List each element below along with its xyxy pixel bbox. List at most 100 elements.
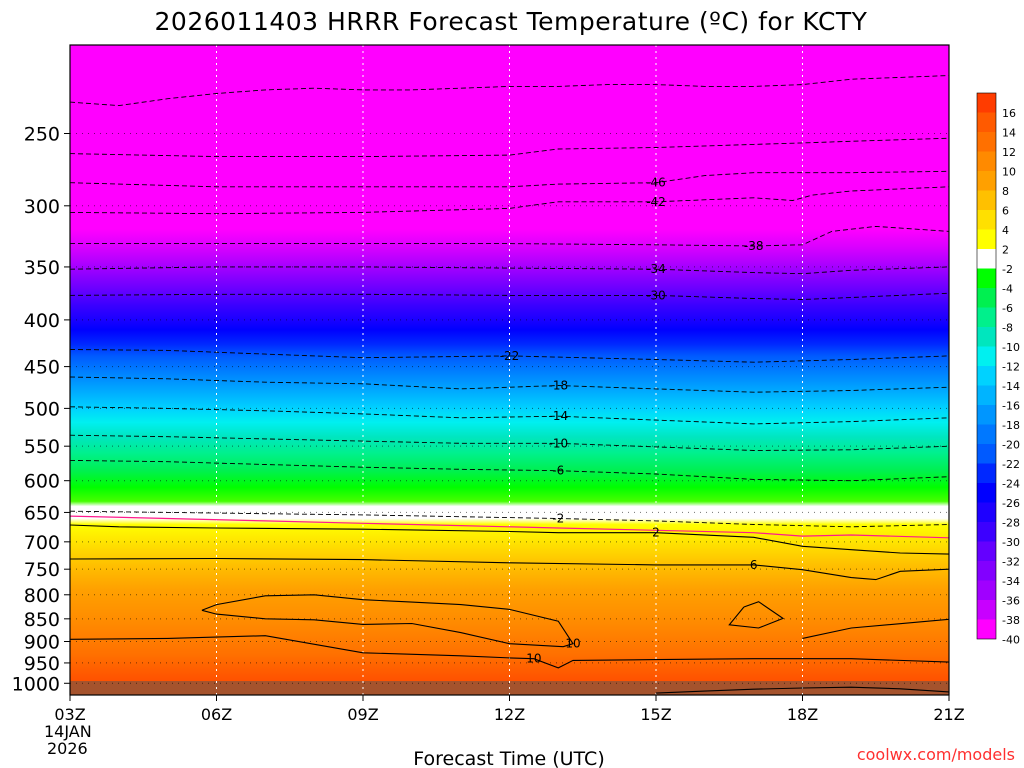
isotherm-label: 2 <box>652 526 660 540</box>
colorbar-label: -10 <box>1002 341 1020 354</box>
y-tick-label: 700 <box>24 532 60 554</box>
colorbar-label: -4 <box>1002 283 1013 296</box>
isotherm-line <box>70 635 949 669</box>
colorbar-swatch <box>977 151 996 171</box>
x-axis: 03Z 06Z 09Z 12Z 15Z 18Z 21Z <box>54 695 965 724</box>
date-label-day: 14JAN <box>44 722 92 741</box>
isotherm-line <box>201 594 574 648</box>
colorbar-swatch <box>977 444 996 464</box>
x-tick-label: 18Z <box>787 705 818 724</box>
x-tick-label: 06Z <box>201 705 232 724</box>
x-axis-label: Forecast Time (UTC) <box>413 748 604 768</box>
y-tick-label: 450 <box>24 357 60 379</box>
colorbar-swatch <box>977 463 996 483</box>
colorbar-label: -24 <box>1002 478 1020 491</box>
colorbar-label: -18 <box>1002 419 1020 432</box>
colorbar-swatch <box>977 112 996 132</box>
colorbar-label: 14 <box>1002 127 1016 140</box>
colorbar-swatch <box>977 600 996 620</box>
colorbar-label: -30 <box>1002 536 1020 549</box>
y-tick-label: 500 <box>24 398 60 420</box>
colorbar-swatch <box>977 385 996 405</box>
colorbar-label: -14 <box>1002 380 1020 393</box>
isotherm-line <box>70 510 949 528</box>
isotherm-line <box>70 557 949 581</box>
colorbar-label: -28 <box>1002 517 1020 530</box>
isotherm-line <box>728 601 785 629</box>
isotherm-line <box>655 686 949 694</box>
y-axis: 2503003504004505005506006507007508008509… <box>12 123 70 695</box>
y-tick-label: 900 <box>24 631 60 653</box>
colorbar-label: 16 <box>1002 107 1016 120</box>
colorbar-label: -20 <box>1002 439 1020 452</box>
colorbar-label: 10 <box>1002 166 1016 179</box>
colorbar-label: -38 <box>1002 614 1020 627</box>
colorbar-swatch <box>977 307 996 327</box>
colorbar-swatch <box>977 522 996 542</box>
colorbar-swatch <box>977 93 996 113</box>
colorbar-swatch <box>977 502 996 522</box>
colorbar-label: -22 <box>1002 458 1020 471</box>
y-tick-label: 650 <box>24 502 60 524</box>
isotherm-label: -34 <box>646 262 666 276</box>
colorbar-label: -40 <box>1002 634 1020 647</box>
isotherm-label: -38 <box>744 239 764 253</box>
y-tick-label: 300 <box>24 196 60 218</box>
x-tick-label: 21Z <box>933 705 964 724</box>
credit-text: coolwx.com/models <box>857 745 1015 764</box>
colorbar-label: 2 <box>1002 244 1009 257</box>
isotherm-label: -10 <box>549 436 569 450</box>
colorbar-swatch <box>977 210 996 230</box>
colorbar-swatch <box>977 190 996 210</box>
isotherm-label: -42 <box>646 195 666 209</box>
x-tick-label: 12Z <box>494 705 525 724</box>
colorbar: 16 14 12 10 8 6 4 2 -2 -4 -6 -8 -10 -12 -14 -16 -18 -20 -2… <box>976 92 1020 647</box>
isotherm-label: -14 <box>549 409 569 423</box>
isotherm-line <box>70 524 949 555</box>
x-tick-label: 09Z <box>347 705 378 724</box>
y-tick-label: 250 <box>24 123 60 145</box>
isotherm-line <box>70 459 949 482</box>
colorbar-label: -26 <box>1002 497 1020 510</box>
colorbar-swatch <box>977 366 996 386</box>
date-label-year: 2026 <box>47 739 88 758</box>
isotherm-line <box>70 225 949 247</box>
colorbar-label: 12 <box>1002 146 1016 159</box>
colorbar-swatch <box>977 288 996 308</box>
y-tick-label: 400 <box>24 310 60 332</box>
colorbar-swatch <box>977 405 996 425</box>
isotherm-line <box>70 137 949 158</box>
y-tick-label: 800 <box>24 585 60 607</box>
isotherm-line <box>70 515 949 539</box>
y-tick-label: 750 <box>24 559 60 581</box>
colorbar-label: -36 <box>1002 595 1020 608</box>
colorbar-swatch <box>977 249 996 269</box>
isotherm-label: -46 <box>646 176 666 190</box>
isotherm-line <box>70 75 949 107</box>
isotherm-label: -22 <box>500 349 520 363</box>
isotherm-line <box>70 376 949 393</box>
colorbar-label: -2 <box>1002 263 1013 276</box>
isotherm-line <box>70 434 949 451</box>
colorbar-frame <box>976 92 997 640</box>
colorbar-label: -8 <box>1002 322 1013 335</box>
x-tick-label: 03Z <box>54 705 85 724</box>
colorbar-label: 6 <box>1002 205 1009 218</box>
colorbar-label: 8 <box>1002 185 1009 198</box>
colorbar-swatch <box>977 483 996 503</box>
isotherm-label: -6 <box>552 464 564 478</box>
colorbar-label: -6 <box>1002 302 1013 315</box>
colorbar-swatch <box>977 580 996 600</box>
colorbar-swatch <box>977 619 996 639</box>
isotherm-label: -30 <box>646 288 666 302</box>
colorbar-swatch <box>977 268 996 288</box>
colorbar-swatch <box>977 346 996 366</box>
colorbar-swatch <box>977 561 996 581</box>
isotherm-label: 6 <box>750 558 758 572</box>
y-tick-label: 350 <box>24 257 60 279</box>
colorbar-swatch <box>977 171 996 191</box>
colorbar-swatch <box>977 327 996 347</box>
colorbar-label: -32 <box>1002 556 1020 569</box>
